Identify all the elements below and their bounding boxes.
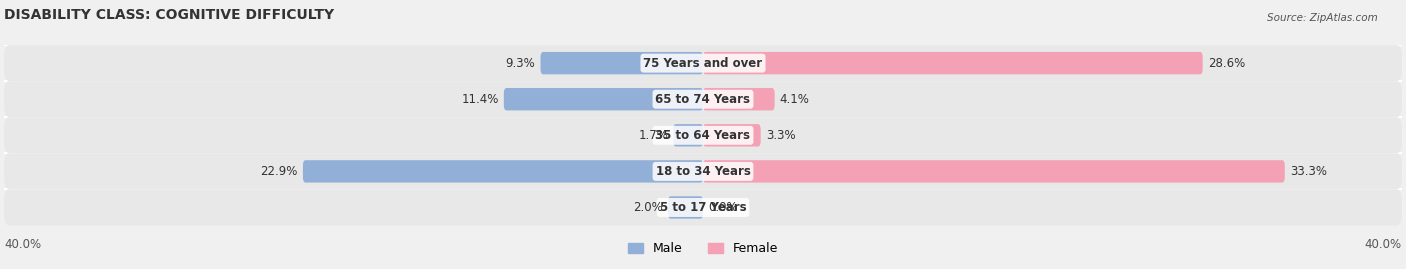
FancyBboxPatch shape: [4, 153, 1402, 189]
Text: 9.3%: 9.3%: [506, 57, 536, 70]
Text: 11.4%: 11.4%: [461, 93, 499, 106]
Text: 1.7%: 1.7%: [638, 129, 668, 142]
FancyBboxPatch shape: [703, 88, 775, 110]
Text: 4.1%: 4.1%: [780, 93, 810, 106]
Text: 65 to 74 Years: 65 to 74 Years: [655, 93, 751, 106]
FancyBboxPatch shape: [4, 81, 1402, 117]
Text: 2.0%: 2.0%: [633, 201, 662, 214]
FancyBboxPatch shape: [668, 196, 703, 219]
Text: 40.0%: 40.0%: [4, 238, 41, 251]
FancyBboxPatch shape: [302, 160, 703, 183]
Text: 33.3%: 33.3%: [1291, 165, 1327, 178]
FancyBboxPatch shape: [4, 45, 1402, 81]
Text: Source: ZipAtlas.com: Source: ZipAtlas.com: [1267, 13, 1378, 23]
FancyBboxPatch shape: [4, 117, 1402, 153]
Text: 0.0%: 0.0%: [709, 201, 738, 214]
Text: 28.6%: 28.6%: [1208, 57, 1246, 70]
FancyBboxPatch shape: [703, 52, 1202, 74]
Text: 75 Years and over: 75 Years and over: [644, 57, 762, 70]
Text: 22.9%: 22.9%: [260, 165, 298, 178]
Text: DISABILITY CLASS: COGNITIVE DIFFICULTY: DISABILITY CLASS: COGNITIVE DIFFICULTY: [4, 8, 335, 22]
Text: 18 to 34 Years: 18 to 34 Years: [655, 165, 751, 178]
Text: 35 to 64 Years: 35 to 64 Years: [655, 129, 751, 142]
FancyBboxPatch shape: [4, 189, 1402, 225]
Text: 5 to 17 Years: 5 to 17 Years: [659, 201, 747, 214]
FancyBboxPatch shape: [673, 124, 703, 147]
FancyBboxPatch shape: [503, 88, 703, 110]
Text: 40.0%: 40.0%: [1365, 238, 1402, 251]
Legend: Male, Female: Male, Female: [624, 238, 782, 259]
FancyBboxPatch shape: [703, 160, 1285, 183]
FancyBboxPatch shape: [703, 124, 761, 147]
FancyBboxPatch shape: [540, 52, 703, 74]
Text: 3.3%: 3.3%: [766, 129, 796, 142]
